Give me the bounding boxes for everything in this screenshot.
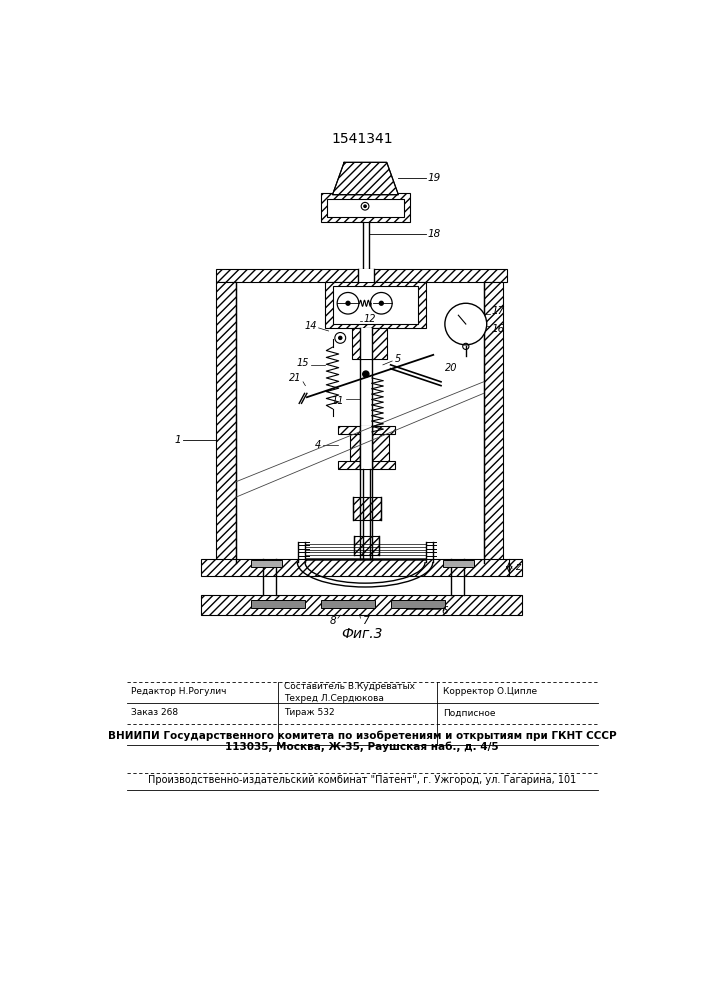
Text: Корректор О.Ципле: Корректор О.Ципле	[443, 687, 537, 696]
Polygon shape	[332, 162, 398, 195]
Bar	[361, 426, 372, 469]
Text: 17: 17	[491, 306, 505, 316]
Bar	[251, 560, 282, 567]
Text: 12: 12	[363, 314, 376, 324]
Circle shape	[364, 205, 366, 207]
Bar	[216, 269, 507, 282]
Text: 1541341: 1541341	[331, 132, 393, 146]
Text: 21: 21	[289, 373, 301, 383]
Bar	[321, 193, 410, 222]
Bar	[216, 282, 235, 563]
Bar	[351, 432, 389, 463]
Text: 4: 4	[315, 440, 321, 450]
Text: 113035, Москва, Ж-35, Раушская наб., д. 4/5: 113035, Москва, Ж-35, Раушская наб., д. …	[225, 742, 498, 752]
Text: Заказ 268: Заказ 268	[131, 708, 178, 717]
Bar	[201, 559, 522, 576]
Bar	[354, 497, 380, 520]
Text: z: z	[515, 562, 520, 572]
Circle shape	[445, 303, 486, 345]
Text: Подписное: Подписное	[443, 708, 496, 717]
Bar	[352, 328, 387, 359]
Circle shape	[363, 371, 369, 377]
Text: Фиг.3: Фиг.3	[341, 627, 382, 641]
Text: 1: 1	[175, 435, 182, 445]
Text: 15: 15	[297, 358, 309, 368]
Bar	[321, 600, 375, 608]
Bar	[338, 461, 395, 469]
Bar	[251, 600, 305, 608]
Text: Составитель В.Кудреватых: Составитель В.Кудреватых	[284, 682, 416, 691]
Text: 7: 7	[362, 615, 368, 626]
Text: 8: 8	[329, 615, 337, 626]
Bar	[443, 560, 474, 567]
Text: 11: 11	[332, 396, 344, 406]
Text: 19: 19	[428, 173, 441, 183]
Bar	[325, 282, 426, 328]
Bar	[361, 328, 372, 359]
Text: 18: 18	[428, 229, 441, 239]
Bar	[327, 199, 404, 217]
Text: Тираж 532: Тираж 532	[284, 708, 335, 717]
Bar	[358, 269, 373, 282]
Bar	[338, 426, 395, 434]
Text: 6: 6	[441, 606, 448, 616]
Text: ВНИИПИ Государственного комитета по изобретениям и открытиям при ГКНТ СССР: ВНИИПИ Государственного комитета по изоб…	[107, 731, 617, 741]
Text: 20: 20	[445, 363, 457, 373]
Text: 14: 14	[305, 321, 317, 331]
Text: Техред Л.Сердюкова: Техред Л.Сердюкова	[284, 694, 385, 703]
Bar	[201, 595, 522, 615]
Bar	[391, 600, 445, 608]
Bar	[484, 282, 503, 563]
Text: Редактор Н.Рогулич: Редактор Н.Рогулич	[131, 687, 226, 696]
Text: 5: 5	[395, 354, 401, 364]
Circle shape	[380, 301, 383, 305]
Text: 16: 16	[491, 324, 505, 334]
Circle shape	[339, 336, 341, 339]
Circle shape	[346, 301, 350, 305]
Text: Производственно-издательский комбинат "Патент", г. Ужгород, ул. Гагарина, 101: Производственно-издательский комбинат "П…	[148, 775, 576, 785]
Bar	[332, 286, 418, 324]
Bar	[354, 536, 379, 555]
